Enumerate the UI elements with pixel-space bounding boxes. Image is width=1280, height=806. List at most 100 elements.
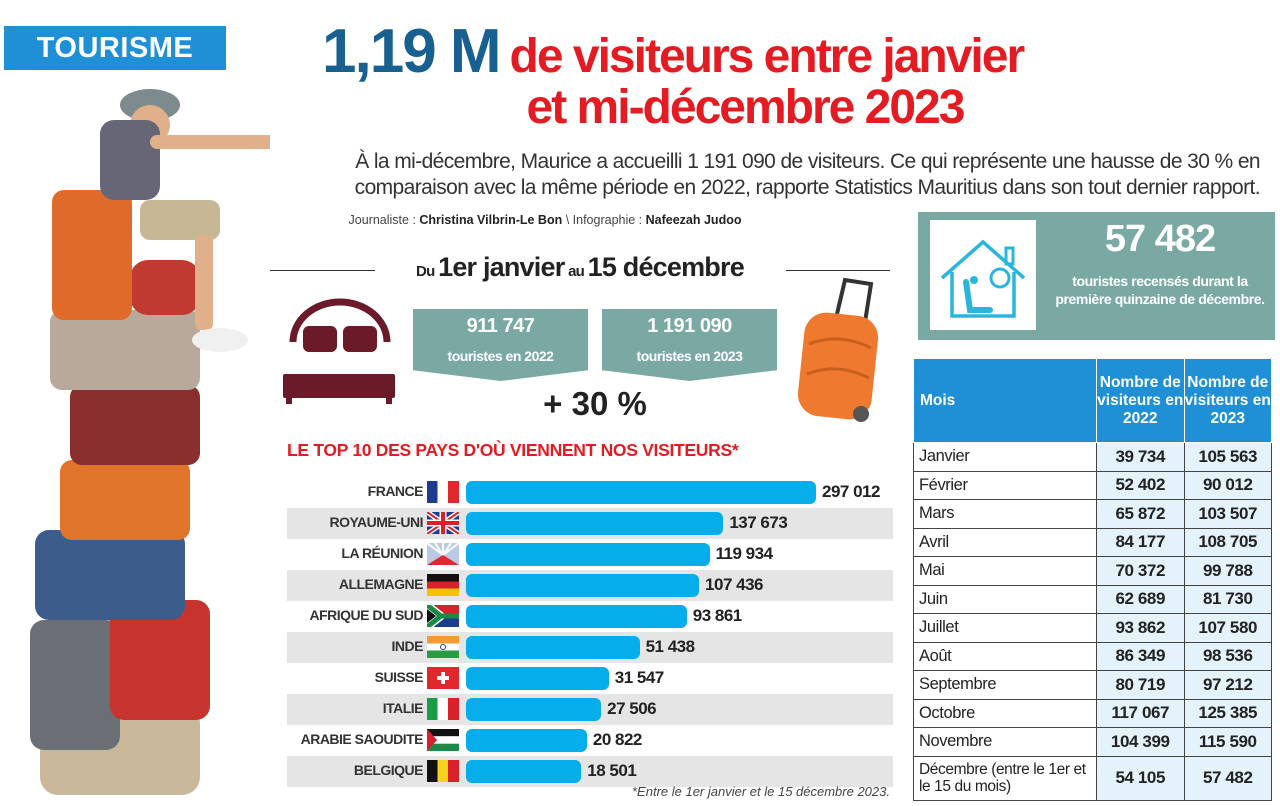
journalist-name: Christina Vilbrin-Le Bon <box>419 213 563 227</box>
chart-row: ARABIE SAOUDITE 20 822 <box>287 725 893 756</box>
month-cell: Décembre (entre le 1er et le 15 du mois) <box>913 755 1097 801</box>
month-cell: Mai <box>913 556 1097 586</box>
table-row: Décembre (entre le 1er et le 15 du mois)… <box>913 755 1272 801</box>
table-row: Juin 62 689 81 730 <box>913 584 1272 614</box>
visitors-2023-cell: 108 705 <box>1183 527 1272 557</box>
chart-row: BELGIQUE 18 501 <box>287 756 893 787</box>
table-header-row: Mois Nombre de visiteurs en 2022 Nombre … <box>913 358 1272 443</box>
total-2023-value: 1 191 090 <box>647 315 732 337</box>
col-2022: Nombre de visiteurs en 2022 <box>1096 358 1185 443</box>
country-label: AFRIQUE DU SUD <box>309 607 423 623</box>
journalist-label: Journaliste : <box>348 213 420 227</box>
bar-value-label: 107 436 <box>705 575 763 594</box>
credits: Journaliste : Christina Vilbrin-Le Bon \… <box>270 213 820 227</box>
divider <box>786 270 890 271</box>
flag-ch-icon <box>427 667 459 689</box>
traveler-luggage-photo <box>30 89 270 795</box>
month-cell: Mars <box>913 499 1097 529</box>
period-end: 15 décembre <box>587 252 745 282</box>
visitors-2023-cell: 107 580 <box>1183 613 1272 643</box>
flag-za-icon <box>427 605 459 627</box>
bar-value-label: 297 012 <box>822 482 880 501</box>
visitors-2022-cell: 54 105 <box>1096 755 1185 801</box>
period-au: au <box>568 263 585 280</box>
visitors-2022-cell: 52 402 <box>1096 470 1185 500</box>
visitors-2022-cell: 62 689 <box>1096 584 1185 614</box>
visitors-2022-cell: 39 734 <box>1096 442 1185 472</box>
table-row: Novembre 104 399 115 590 <box>913 727 1272 757</box>
col-month: Mois <box>913 358 1097 443</box>
total-2023-box: 1 191 090 touristes en 2023 <box>602 309 777 381</box>
visitors-2023-cell: 98 536 <box>1183 641 1272 671</box>
visitors-2023-cell: 105 563 <box>1183 442 1272 472</box>
month-cell: Octobre <box>913 698 1097 728</box>
section-badge: TOURISME <box>4 26 226 70</box>
bar-in <box>466 636 640 659</box>
period-title: Du 1er janvier au 15 décembre <box>380 252 780 283</box>
table-row: Mars 65 872 103 507 <box>913 499 1272 529</box>
designer-name: Nafeezah Judoo <box>645 213 742 227</box>
country-label: ALLEMAGNE <box>338 576 424 592</box>
bar-value-label: 119 934 <box>715 544 774 563</box>
table-row: Janvier 39 734 105 563 <box>913 442 1272 472</box>
country-label: BELGIQUE <box>353 762 424 778</box>
bar-value-label: 27 506 <box>607 699 657 718</box>
chart-row: ALLEMAGNE 107 436 <box>287 570 893 601</box>
growth-percent: + 30 % <box>543 385 647 422</box>
visitors-2023-cell: 115 590 <box>1183 727 1272 757</box>
visitors-2022-cell: 84 177 <box>1096 527 1185 557</box>
bar-sa <box>466 729 587 752</box>
bar-ch <box>466 667 609 690</box>
bar-value-label: 51 438 <box>645 637 696 656</box>
bar-value-label: 18 501 <box>587 761 637 780</box>
country-label: ITALIE <box>382 700 424 716</box>
visitors-2022-cell: 93 862 <box>1096 613 1185 643</box>
visitors-2022-cell: 70 372 <box>1096 556 1185 586</box>
chart-footnote: *Entre le 1er janvier et le 15 décembre … <box>632 784 890 799</box>
total-2022-box: 911 747 touristes en 2022 <box>413 309 588 381</box>
country-label: LA RÉUNION <box>341 545 423 561</box>
visitors-2023-cell: 103 507 <box>1183 499 1272 529</box>
month-cell: Août <box>913 641 1097 671</box>
monthly-visitors-table: Mois Nombre de visiteurs en 2022 Nombre … <box>913 358 1272 801</box>
table-row: Mai 70 372 99 788 <box>913 556 1272 586</box>
bar-value-label: 20 822 <box>592 730 643 749</box>
suitcase-icon <box>797 277 879 422</box>
month-cell: Novembre <box>913 727 1097 757</box>
visitors-2023-cell: 97 212 <box>1183 670 1272 700</box>
visitors-2022-cell: 86 349 <box>1096 641 1185 671</box>
highlight-label: touristes recensés durant la première qu… <box>1055 273 1265 307</box>
visitors-2023-cell: 99 788 <box>1183 556 1272 586</box>
flag-in-icon <box>427 636 459 658</box>
visitors-2022-cell: 117 067 <box>1096 698 1185 728</box>
country-label: INDE <box>391 638 424 654</box>
total-2022-value: 911 747 <box>466 315 535 337</box>
month-cell: Juin <box>913 584 1097 614</box>
flag-gb-icon <box>427 512 459 534</box>
month-cell: Septembre <box>913 670 1097 700</box>
month-cell: Février <box>913 470 1097 500</box>
flag-fr-icon <box>427 481 459 503</box>
flag-de-icon <box>427 574 459 596</box>
chart-row: INDE 51 438 <box>287 632 893 663</box>
period-start: 1er janvier <box>438 252 565 282</box>
month-cell: Juillet <box>913 613 1097 643</box>
chart-row: LA RÉUNION 119 934 <box>287 539 893 570</box>
bar-value-label: 93 861 <box>692 606 743 625</box>
chart-row: SUISSE 31 547 <box>287 663 893 694</box>
visitors-2023-cell: 125 385 <box>1183 698 1272 728</box>
col-2023: Nombre de visiteurs en 2023 <box>1183 358 1272 443</box>
total-2023-label: touristes en 2023 <box>636 348 743 364</box>
table-row: Septembre 80 719 97 212 <box>913 670 1272 700</box>
table-row: Juillet 93 862 107 580 <box>913 613 1272 643</box>
month-cell: Avril <box>913 527 1097 557</box>
bed-icon <box>283 298 395 404</box>
flag-sa-icon <box>427 729 459 751</box>
country-label: ARABIE SAOUDITE <box>300 731 424 747</box>
period-du: Du <box>416 263 435 280</box>
table-row: Août 86 349 98 536 <box>913 641 1272 671</box>
chart-row: ROYAUME-UNI 137 673 <box>287 508 893 539</box>
flag-re-icon <box>427 543 459 565</box>
table-row: Avril 84 177 108 705 <box>913 527 1272 557</box>
